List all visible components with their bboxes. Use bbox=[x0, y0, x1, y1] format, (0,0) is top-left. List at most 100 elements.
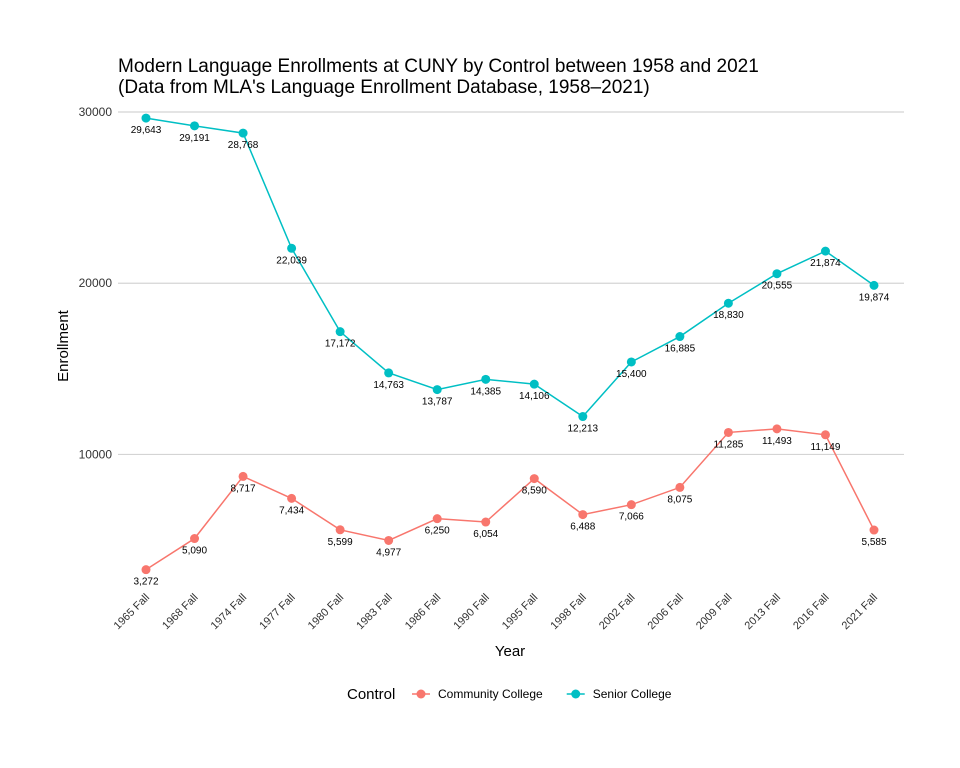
data-point bbox=[335, 525, 345, 535]
data-label: 19,874 bbox=[859, 292, 890, 303]
data-point bbox=[141, 113, 151, 123]
data-point bbox=[190, 121, 200, 131]
data-point bbox=[432, 385, 442, 395]
x-tick-label: 2021 Fall bbox=[840, 592, 880, 632]
data-label: 5,090 bbox=[182, 546, 207, 557]
data-point bbox=[238, 128, 248, 138]
data-point bbox=[723, 427, 733, 437]
x-tick-label: 2006 Fall bbox=[645, 592, 685, 632]
chart-subtitle: (Data from MLA's Language Enrollment Dat… bbox=[118, 77, 650, 98]
data-label: 20,555 bbox=[762, 281, 793, 292]
data-label: 7,434 bbox=[279, 505, 304, 516]
x-tick-label: 1995 Fall bbox=[500, 592, 540, 632]
data-point bbox=[869, 525, 879, 535]
data-label: 5,585 bbox=[861, 537, 886, 548]
data-label: 5,599 bbox=[328, 537, 353, 548]
data-label: 22,039 bbox=[276, 255, 307, 266]
data-point bbox=[238, 471, 248, 481]
data-label: 15,400 bbox=[616, 369, 647, 380]
legend-items: Community College Senior College bbox=[412, 687, 672, 701]
data-label: 11,285 bbox=[713, 439, 743, 450]
data-label: 28,768 bbox=[228, 140, 259, 151]
data-label: 16,885 bbox=[665, 344, 696, 355]
data-point bbox=[675, 332, 685, 342]
data-label: 17,172 bbox=[325, 339, 356, 350]
y-axis-title: Enrollment bbox=[55, 309, 72, 382]
data-label: 29,191 bbox=[179, 133, 210, 144]
legend-key-point bbox=[416, 689, 426, 699]
y-axis-ticks: 10000 20000 30000 bbox=[79, 105, 113, 461]
data-point bbox=[723, 298, 733, 308]
data-label: 3,272 bbox=[133, 577, 158, 588]
data-point bbox=[772, 269, 782, 279]
data-point bbox=[384, 535, 394, 545]
data-point bbox=[869, 280, 879, 290]
legend-key-point bbox=[571, 689, 581, 699]
y-tick-label: 10000 bbox=[79, 447, 113, 461]
x-tick-label: 2009 Fall bbox=[694, 592, 734, 632]
x-tick-label: 1980 Fall bbox=[306, 592, 346, 632]
x-tick-label: 1965 Fall bbox=[112, 592, 152, 632]
data-label: 11,149 bbox=[811, 442, 841, 453]
data-labels: 3,272 5,090 8,717 7,434 5,599 4,977 6,250 6,054… bbox=[131, 125, 890, 588]
data-label: 7,066 bbox=[619, 512, 644, 523]
data-label: 13,787 bbox=[422, 397, 453, 408]
data-point bbox=[432, 514, 442, 524]
legend-title: Control bbox=[347, 686, 395, 703]
data-point bbox=[529, 474, 539, 484]
data-point bbox=[772, 424, 782, 434]
x-axis-ticks: 1965 Fall 1968 Fall 1974 Fall 1977 Fall 1980… bbox=[112, 592, 880, 632]
x-axis-title: Year bbox=[495, 643, 525, 660]
x-tick-label: 1974 Fall bbox=[209, 592, 249, 632]
series-lines bbox=[141, 113, 879, 575]
data-point bbox=[578, 412, 588, 422]
data-label: 29,643 bbox=[131, 125, 162, 136]
data-label: 6,250 bbox=[425, 526, 450, 537]
x-tick-label: 1983 Fall bbox=[354, 592, 394, 632]
series-line bbox=[145, 117, 875, 418]
data-label: 21,874 bbox=[810, 258, 841, 269]
y-tick-label: 20000 bbox=[79, 276, 113, 290]
chart-title: Modern Language Enrollments at CUNY by C… bbox=[118, 56, 759, 77]
x-tick-label: 1998 Fall bbox=[548, 592, 588, 632]
x-tick-label: 1977 Fall bbox=[257, 592, 297, 632]
series-line bbox=[145, 428, 875, 571]
x-tick-label: 1986 Fall bbox=[403, 592, 443, 632]
data-point bbox=[820, 246, 830, 256]
data-point bbox=[141, 565, 151, 575]
data-label: 12,213 bbox=[568, 424, 599, 435]
data-label: 4,977 bbox=[376, 547, 401, 558]
legend-label: Senior College bbox=[593, 687, 672, 701]
data-point bbox=[529, 379, 539, 389]
x-tick-label: 2002 Fall bbox=[597, 592, 637, 632]
data-point bbox=[287, 243, 297, 253]
data-point bbox=[384, 368, 394, 378]
data-point bbox=[190, 534, 200, 544]
data-label: 8,075 bbox=[667, 494, 692, 505]
x-tick-label: 1990 Fall bbox=[451, 592, 491, 632]
data-label: 18,830 bbox=[713, 310, 744, 321]
gridlines bbox=[118, 111, 904, 456]
data-point bbox=[335, 327, 345, 337]
data-label: 14,763 bbox=[373, 380, 404, 391]
data-point bbox=[481, 374, 491, 384]
data-label: 8,717 bbox=[231, 483, 256, 494]
data-point bbox=[626, 357, 636, 367]
data-point bbox=[820, 430, 830, 440]
data-label: 14,385 bbox=[470, 386, 501, 397]
data-point bbox=[287, 493, 297, 503]
data-label: 8,590 bbox=[522, 486, 547, 497]
data-label: 14,106 bbox=[519, 391, 550, 402]
data-point bbox=[675, 482, 685, 492]
data-point bbox=[626, 500, 636, 510]
data-label: 6,054 bbox=[473, 529, 498, 540]
data-label: 11,493 bbox=[762, 436, 792, 447]
y-tick-label: 30000 bbox=[79, 105, 113, 119]
data-point bbox=[578, 510, 588, 520]
x-tick-label: 1968 Fall bbox=[160, 592, 200, 632]
legend: Control Community College Senior College bbox=[347, 686, 672, 703]
data-point bbox=[481, 517, 491, 527]
legend-label: Community College bbox=[438, 687, 543, 701]
x-tick-label: 2013 Fall bbox=[743, 592, 783, 632]
